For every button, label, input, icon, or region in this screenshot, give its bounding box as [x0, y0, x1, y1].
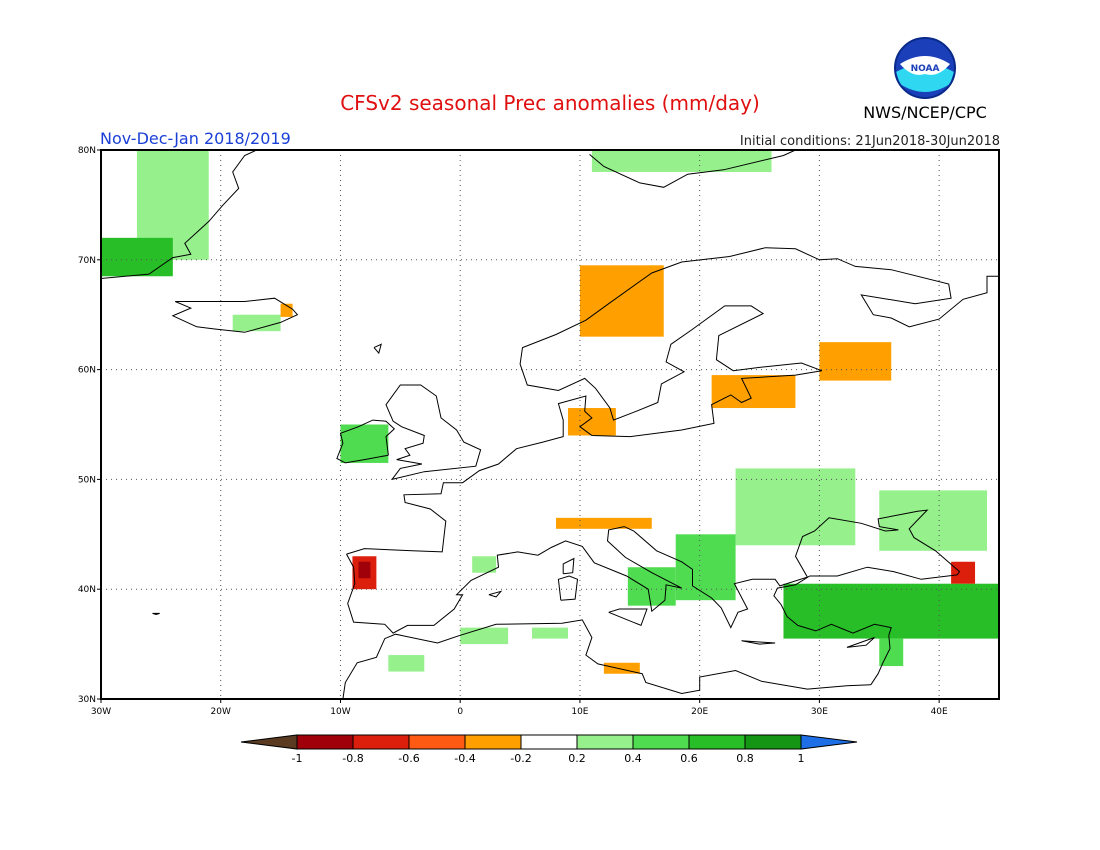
coast-balearic	[488, 590, 503, 598]
colorbar-bin	[352, 734, 410, 750]
coast-faroe	[373, 343, 382, 355]
anomaly-cell-alps-dry	[555, 517, 652, 529]
coast-levant	[870, 635, 891, 685]
coast-svalbard	[589, 149, 796, 188]
colorbar-bin	[408, 734, 466, 750]
colorbar-under-arrow	[240, 734, 298, 750]
colorbar-label: -0.6	[398, 752, 419, 765]
lat-tick-label: 40N	[78, 585, 96, 595]
map-frame	[100, 149, 1000, 700]
coast-scandinavia	[519, 247, 999, 421]
noaa-logo-icon: NOAA	[894, 37, 956, 99]
coast-crete	[741, 640, 776, 645]
lon-tick-label: 30W	[91, 707, 111, 717]
period-label: Nov-Dec-Jan 2018/2019	[100, 129, 291, 148]
anomaly-cell-black-sea-east-wet	[879, 490, 988, 551]
colorbar-label: 0.8	[736, 752, 754, 765]
colorbar-label: 0.4	[624, 752, 642, 765]
anomaly-cell-norway-coast-dry	[579, 265, 664, 337]
map-plot-area: 30W 20W 10W 0 10E 20E 30E 40E 30N 40N 50N 60N 70N 80N	[78, 146, 1000, 717]
colorbar-label: 0.2	[568, 752, 586, 765]
lon-tick-label: 20E	[691, 707, 708, 717]
colorbar-label: -0.8	[342, 752, 363, 765]
agency-label: NWS/NCEP/CPC	[863, 103, 987, 122]
anomaly-cell-balkans-wet	[675, 534, 736, 601]
coast-africa	[342, 619, 871, 700]
colorbar-over-arrow	[800, 734, 858, 750]
lon-tick-label: 10E	[571, 707, 588, 717]
anomaly-cell-iceland-wet	[232, 314, 281, 332]
initial-conditions-label: Initial conditions: 21Jun2018-30Jun2018	[740, 134, 1000, 149]
lon-tick-label: 40E	[931, 707, 948, 717]
anomaly-cell-morocco-wet	[388, 655, 425, 672]
colorbar-label: -0.4	[454, 752, 475, 765]
figure-title: CFSv2 seasonal Prec anomalies (mm/day)	[340, 91, 760, 115]
lon-tick-label: 30E	[811, 707, 828, 717]
colorbar-label: 0.6	[680, 752, 698, 765]
anomaly-cell-denmark-dry	[567, 408, 616, 436]
anomaly-cell-spain-east-wet	[472, 556, 497, 573]
noaa-logo-text: NOAA	[911, 64, 940, 74]
colorbar-bin	[520, 734, 578, 750]
lat-tick-label: 50N	[78, 475, 96, 485]
anomaly-cell-tunisia-wet	[532, 627, 568, 639]
coast-sardinia	[557, 575, 579, 601]
lon-tick-label: 10W	[330, 707, 350, 717]
lat-tick-label: 70N	[78, 256, 96, 266]
anomaly-cell-baltic-dry	[711, 375, 796, 409]
colorbar-bin	[464, 734, 522, 750]
colorbar-bin	[688, 734, 746, 750]
colorbar-label: -1	[292, 752, 303, 765]
coast-sicily	[608, 608, 648, 627]
anomaly-cell-libya-dry	[603, 662, 640, 674]
colorbar-label: -0.2	[510, 752, 531, 765]
coast-iceland	[171, 297, 299, 333]
axis-ticks: 30W 20W 10W 0 10E 20E 30E 40E 30N 40N 50N 60N 70N 80N	[78, 146, 948, 717]
anomaly-cell-ukraine-wet	[735, 468, 856, 546]
anomaly-cell-iceland-east-dry	[280, 303, 293, 317]
lon-tick-label: 20W	[211, 707, 231, 717]
colorbar-bin	[576, 734, 634, 750]
colorbar-bin	[296, 734, 354, 750]
lat-tick-label: 60N	[78, 366, 96, 376]
anomaly-cell-levant-wet	[879, 638, 904, 667]
anomaly-cell-georgia-dry	[951, 561, 976, 584]
coast-azores	[152, 612, 160, 616]
coastlines	[100, 149, 999, 700]
anomaly-cell-svalbard-wet	[591, 150, 772, 172]
lat-tick-label: 80N	[78, 146, 96, 156]
anomaly-cell-italy-south-wet	[627, 567, 676, 606]
coast-ireland	[336, 419, 396, 464]
coast-corsica	[562, 557, 575, 575]
anomaly-cell-greenland-south-wet	[101, 237, 173, 277]
coast-cyprus	[846, 637, 875, 648]
colorbar-bin	[744, 734, 802, 750]
lon-tick-label: 0	[457, 707, 463, 717]
coast-europe-mainland	[346, 509, 961, 634]
colorbar-bin	[632, 734, 690, 750]
coast-greenland	[100, 149, 257, 279]
colorbar-legend: -1 -0.8 -0.6 -0.4 -0.2 0.2 0.4 0.6 0.8 1	[240, 734, 858, 765]
anomaly-layer	[101, 150, 999, 674]
anomaly-cell-iberia-nw-core	[358, 561, 371, 579]
coast-great-britain	[385, 384, 482, 480]
coast-west-europe-north	[346, 370, 822, 555]
colorbar-label: 1	[798, 752, 805, 765]
anomaly-cell-north-africa-wet	[460, 627, 509, 645]
lat-tick-label: 30N	[78, 695, 96, 705]
coast-turkey	[773, 566, 958, 636]
anomaly-cell-finland-dry	[819, 342, 892, 381]
